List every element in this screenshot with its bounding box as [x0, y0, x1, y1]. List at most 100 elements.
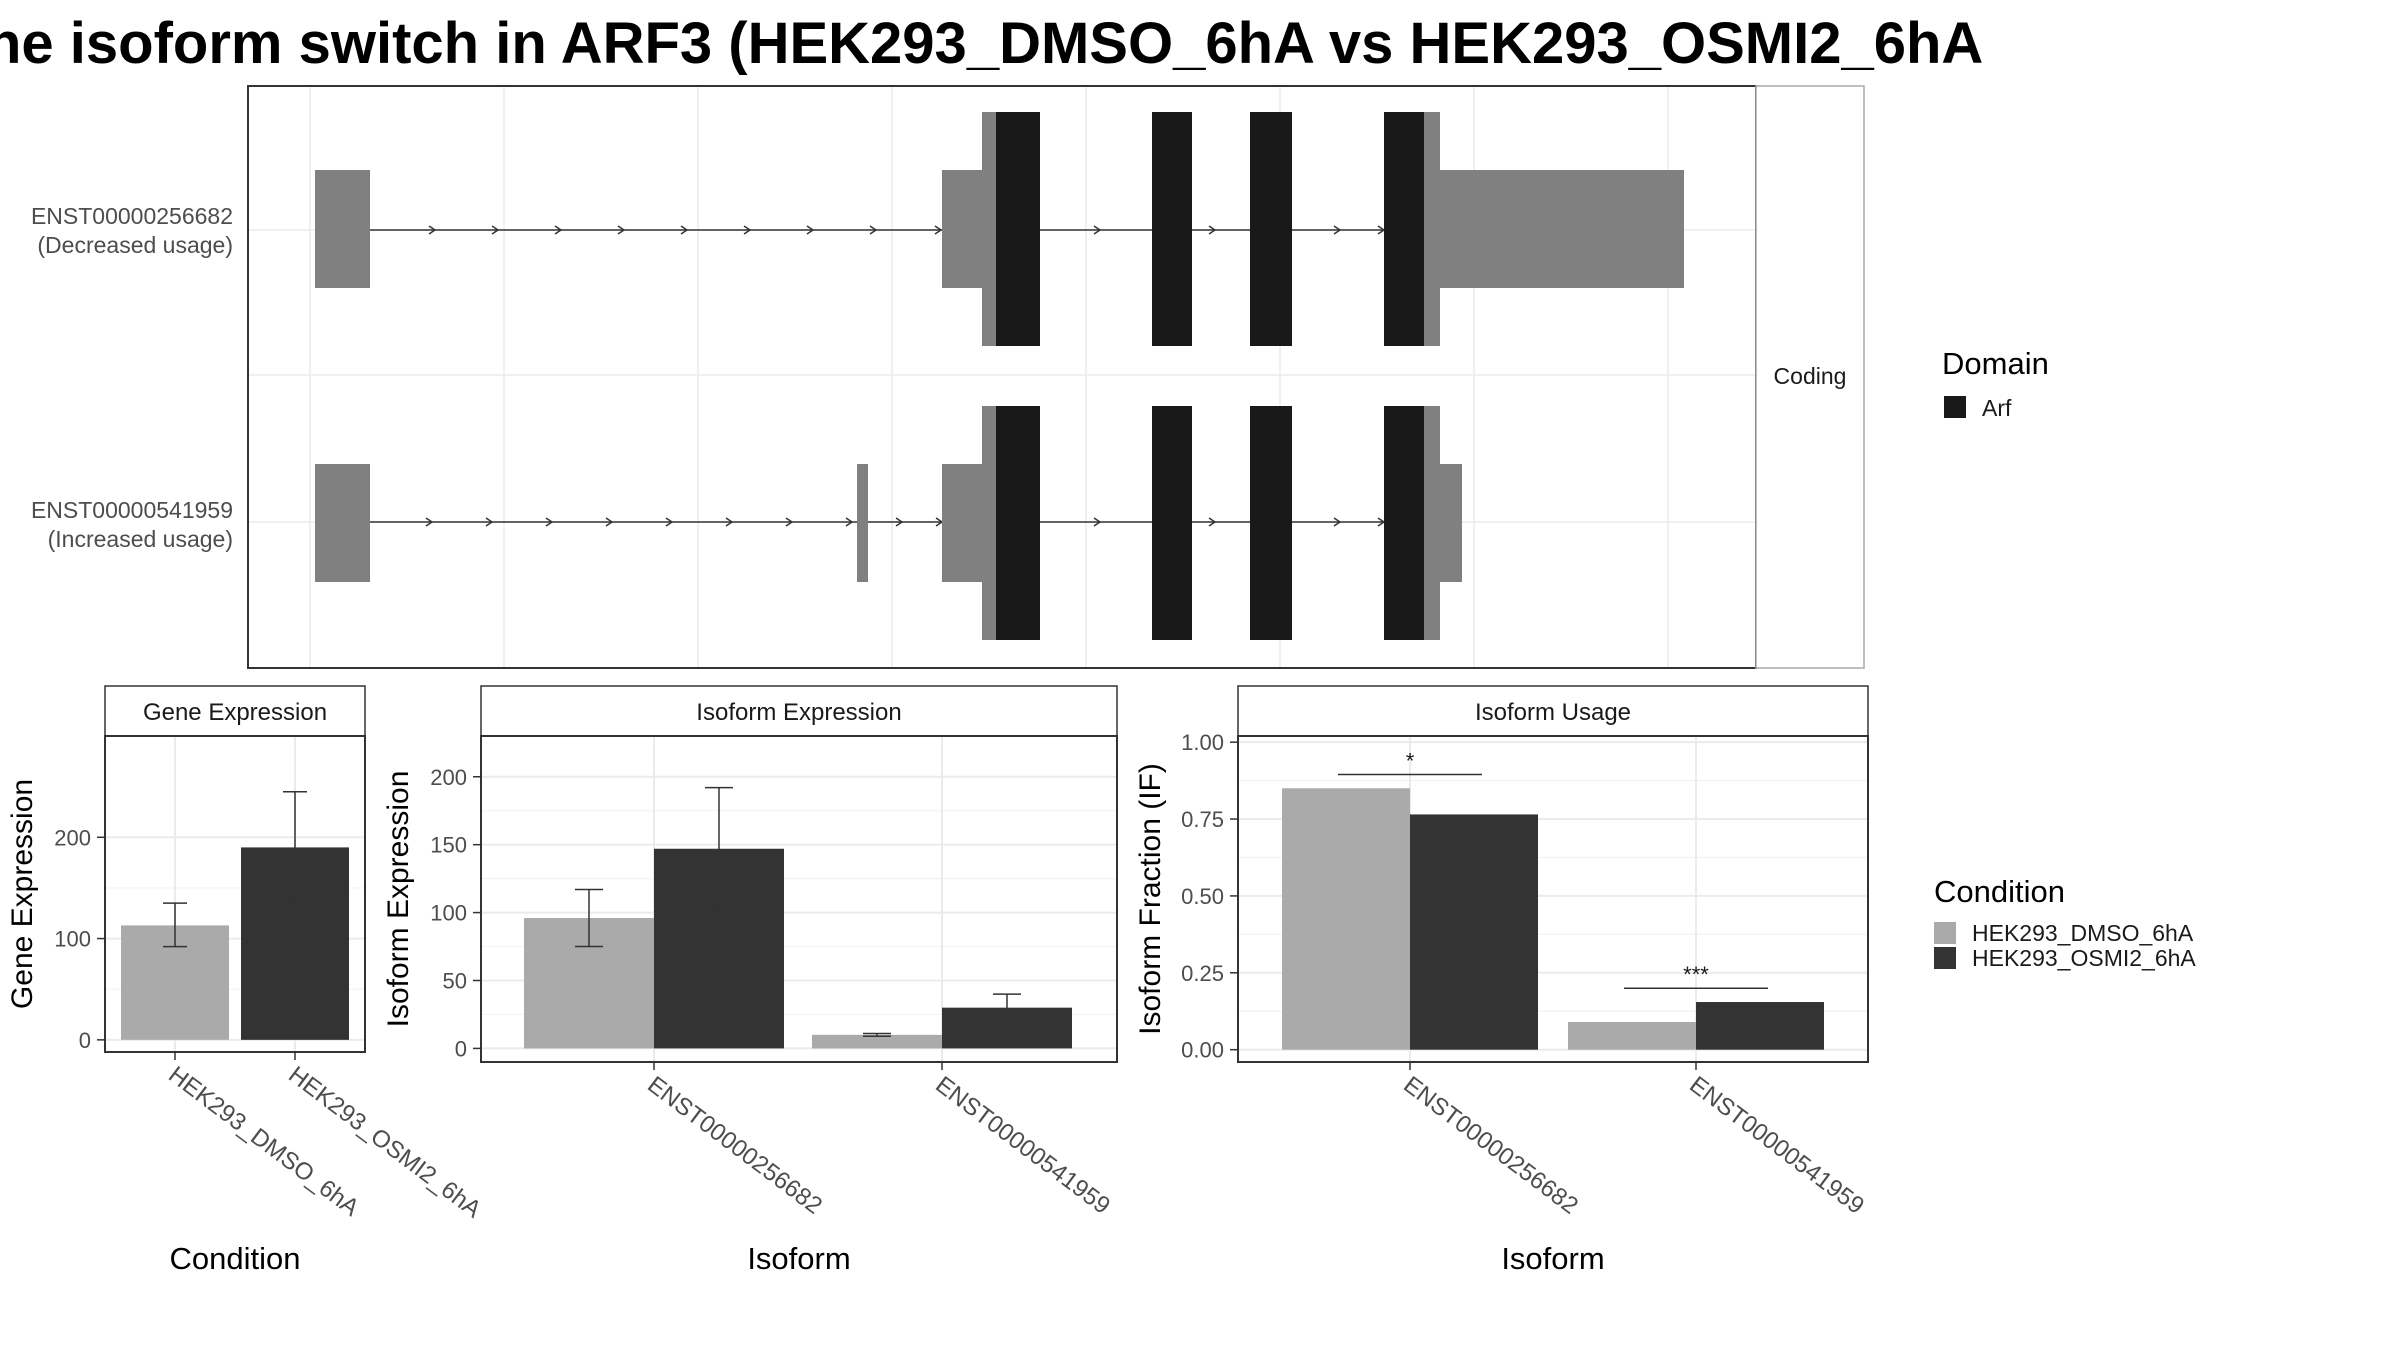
transcript-2-utr-exon-0 [315, 464, 370, 582]
condition-legend-key-dmso [1934, 922, 1956, 944]
transcript-2-arf-domain-exon-2 [1250, 406, 1292, 640]
isoform-usage-x-tick-label-1: ENST00000541959 [1684, 1071, 1869, 1219]
transcript-2-direction-arrow-8 [895, 517, 904, 527]
isoform-usage-y-tick-label-3: 0.75 [1181, 807, 1224, 832]
transcript-1-arf-domain-exon-3 [1384, 112, 1424, 346]
isoform-expression-y-tick-label-4: 200 [430, 765, 467, 790]
transcript-1-utr-exon-3 [1424, 112, 1440, 346]
transcript-2-utr-exon-1 [942, 464, 982, 582]
transcript-1-direction-arrow-9 [1093, 225, 1102, 235]
transcript-2-direction-arrow-5 [725, 517, 734, 527]
transcript-structures [315, 112, 1684, 640]
isoform-expression-panel: Isoform Expression 0 50 100 150 200 ENST0000… [382, 685, 1118, 1276]
isoform-usage-bar-s0-c0 [1282, 788, 1410, 1050]
gene-expression-x-tick-label-0: HEK293_DMSO_6hA [163, 1061, 364, 1221]
gene-expression-y-tick-label-2: 200 [54, 825, 91, 850]
isoform-usage-y-tick-label-0: 0.00 [1181, 1038, 1224, 1063]
condition-legend-label-osmi: HEK293_OSMI2_6hA [1972, 945, 2196, 971]
transcript-1-direction-arrow-0 [428, 225, 437, 235]
isoform-usage-panel: Isoform Usage **** 0.000.250.500.751.00 … [1134, 685, 1869, 1276]
isoform-usage-y-tick-label-4: 1.00 [1181, 730, 1224, 755]
isoform-usage-x-axis-title: Isoform [1501, 1241, 1604, 1276]
transcript-2-direction-arrow-4 [665, 517, 674, 527]
isoform-usage-y-ticks: 0.00 0.25 0.50 0.75 1.00 [1181, 730, 1238, 1063]
transcript-2-utr-exon-4 [1440, 464, 1462, 582]
domain-legend-key-arf [1944, 396, 1966, 418]
facet-strip [1755, 85, 1865, 669]
transcript-2-direction-arrow-12 [1333, 517, 1342, 527]
transcript-2-direction-arrow-10 [1093, 517, 1102, 527]
isoform-usage-x-ticks: ENST00000256682 ENST00000541959 [1398, 1062, 1869, 1220]
domain-legend: Domain Arf [1942, 346, 2049, 421]
domain-legend-title: Domain [1942, 346, 2049, 381]
isoform-usage-y-axis-title: Isoform Fraction (IF) [1134, 763, 1167, 1035]
transcript-2-utr-exon-2 [982, 406, 996, 640]
gene-expression-y-tick-label-1: 100 [54, 927, 91, 952]
gene-expression-error-bars [163, 790, 307, 948]
gene-expression-x-tick-label-1: HEK293_OSMI2_6hA [283, 1061, 486, 1223]
facet-strip-label: Coding [1774, 363, 1847, 389]
isoform-expression-strip [480, 685, 1118, 737]
transcript-2-id: ENST00000541959 [31, 497, 233, 523]
transcript-2-arf-domain-exon-0 [996, 406, 1040, 640]
transcript-1-direction-arrow-10 [1208, 225, 1217, 235]
transcript-1-direction-arrow-2 [554, 225, 563, 235]
transcript-2-arf-domain-exon-1 [1152, 406, 1192, 640]
transcript-1-arf-domain-exon-1 [1152, 112, 1192, 346]
gene-expression-strip-title: Gene Expression [143, 699, 327, 726]
isoform-expression-x-ticks: ENST00000256682 ENST00000541959 [642, 1062, 1115, 1220]
transcript-2-status: (Increased usage) [48, 526, 233, 552]
transcript-1-direction-arrow-6 [806, 225, 815, 235]
transcript-1-utr-exon-4 [1440, 170, 1684, 288]
isoform-expression-plot-border [480, 735, 1118, 1063]
isoform-usage-bars [1282, 788, 1824, 1050]
isoform-expression-x-tick-label-1: ENST00000541959 [930, 1071, 1115, 1219]
transcript-panel: Coding ENST00000256682 (Decreased usage)… [31, 85, 1865, 669]
isoform-usage-y-tick-label-2: 0.50 [1181, 884, 1224, 909]
isoform-usage-bar-s0-c1 [1568, 1022, 1696, 1050]
transcript-1-utr-exon-2 [982, 112, 996, 346]
condition-legend-title: Condition [1934, 874, 2065, 909]
isoform-expression-y-tick-label-1: 50 [443, 969, 467, 994]
isoform-expression-y-axis-title: Isoform Expression [382, 771, 415, 1028]
transcript-1-id: ENST00000256682 [31, 203, 233, 229]
transcript-1-arf-domain-exon-0 [996, 112, 1040, 346]
isoform-usage-strip-title: Isoform Usage [1475, 699, 1631, 726]
gene-expression-y-axis-title: Gene Expression [6, 779, 39, 1009]
isoform-usage-significance-label-0: * [1406, 748, 1415, 773]
isoform-expression-y-tick-label-2: 100 [430, 901, 467, 926]
gene-expression-bars [121, 847, 349, 1040]
transcript-1-utr-exon-1 [942, 170, 982, 288]
isoform-usage-y-tick-label-1: 0.25 [1181, 961, 1224, 986]
transcript-2-direction-arrow-1 [485, 517, 494, 527]
isoform-expression-y-tick-label-3: 150 [430, 833, 467, 858]
gene-expression-y-tick-label-0: 0 [79, 1028, 91, 1053]
transcript-2-direction-arrow-0 [425, 517, 434, 527]
transcript-2-direction-arrow-3 [605, 517, 614, 527]
transcript-2-utr-exon-3 [1424, 406, 1440, 640]
isoform-usage-plot-border [1237, 735, 1869, 1063]
transcript-2-direction-arrow-6 [785, 517, 794, 527]
isoform-usage-x-tick-label-0: ENST00000256682 [1398, 1071, 1583, 1219]
figure-title: he isoform switch in ARF3 (HEK293_DMSO_6… [0, 11, 1984, 76]
isoform-usage-bar-s1-c1 [1696, 1002, 1824, 1050]
isoform-expression-strip-title: Isoform Expression [696, 699, 901, 726]
gene-expression-plot-border [104, 735, 366, 1053]
transcript-2-small-exon-0 [857, 464, 868, 582]
isoform-expression-y-tick-label-0: 0 [455, 1036, 467, 1061]
isoform-usage-bar-s1-c0 [1410, 814, 1538, 1050]
transcript-1-utr-exon-0 [315, 170, 370, 288]
transcript-1-direction-arrow-11 [1333, 225, 1342, 235]
isoform-usage-significance-label-1: *** [1683, 962, 1709, 987]
isoform-expression-x-tick-label-0: ENST00000256682 [642, 1071, 827, 1219]
condition-legend-label-dmso: HEK293_DMSO_6hA [1972, 920, 2194, 946]
isoform-expression-bar-s0-c1 [812, 1034, 942, 1049]
gene-expression-y-ticks: 0 100 200 [54, 825, 105, 1053]
transcript-1-direction-arrow-3 [617, 225, 626, 235]
transcript-2-arf-domain-exon-3 [1384, 406, 1424, 640]
condition-legend-key-osmi [1934, 947, 1956, 969]
transcript-1-direction-arrow-8 [934, 225, 943, 235]
transcript-2-direction-arrow-11 [1208, 517, 1217, 527]
